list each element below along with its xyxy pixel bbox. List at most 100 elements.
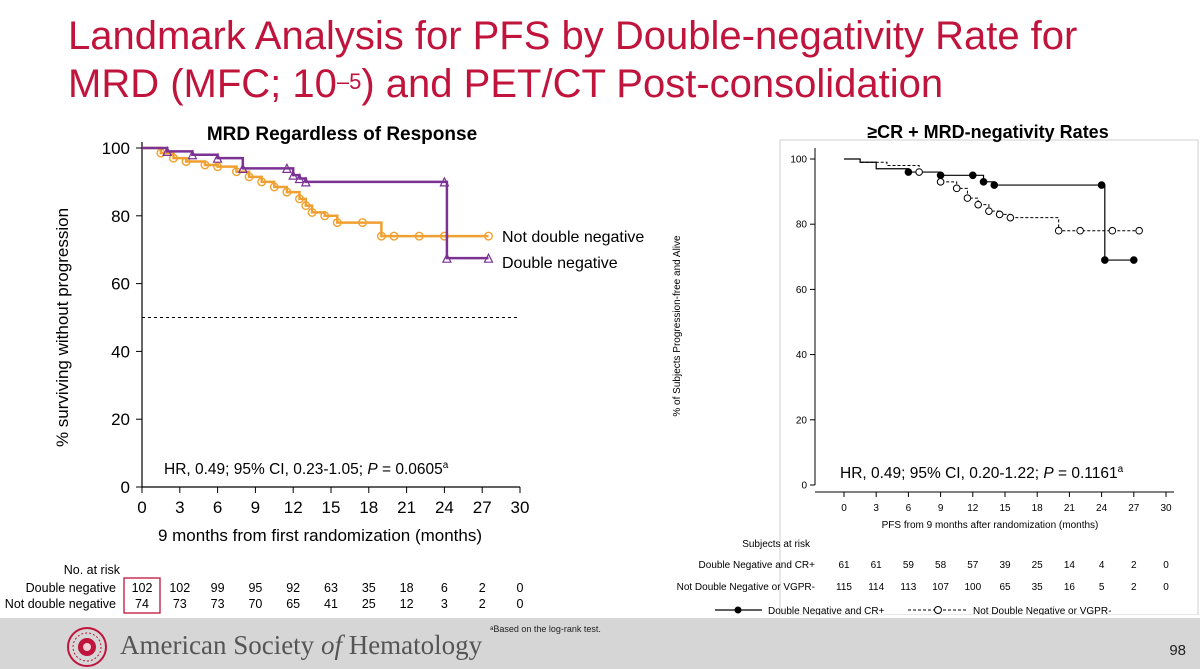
right-risk-value: 61 <box>838 560 850 571</box>
right-x-tick-label: 18 <box>1032 503 1044 514</box>
risk-value: 25 <box>362 597 376 611</box>
footer-bar: American Society of Hematology ᵃBased on… <box>0 618 1200 669</box>
left-y-tick-label: 0 <box>121 478 130 497</box>
right-y-tick-label: 100 <box>790 155 807 166</box>
risk-row-label: Double negative <box>26 581 116 595</box>
left-chart-title: MRD Regardless of Response <box>207 124 477 145</box>
censor-mark <box>1076 226 1084 235</box>
censor-mark <box>1054 226 1063 235</box>
censor-mark <box>301 201 311 211</box>
right-risk-value: 59 <box>903 560 915 571</box>
title-superscript: –5 <box>336 69 362 94</box>
left-y-tick-label: 100 <box>102 139 130 158</box>
censor-mark <box>414 231 424 241</box>
censor-mark <box>269 182 279 192</box>
right-y-tick-label: 0 <box>801 481 807 492</box>
left-x-tick-label: 15 <box>322 498 341 517</box>
right-x-tick-label: 21 <box>1064 503 1076 514</box>
risk-value: 70 <box>248 597 262 611</box>
censor-mark <box>963 194 972 202</box>
censor-mark <box>952 184 961 193</box>
risk-value: 73 <box>173 597 187 611</box>
right-risk-value: 14 <box>1064 560 1076 571</box>
risk-value: 35 <box>362 581 376 595</box>
right-y-tick-label: 40 <box>796 350 808 361</box>
risk-value: 102 <box>169 581 190 595</box>
right-x-tick-label: 30 <box>1160 503 1172 514</box>
risk-value: 2 <box>479 597 486 611</box>
right-risk-value: 2 <box>1131 560 1137 571</box>
risk-value: 92 <box>286 581 300 595</box>
censor-mark <box>389 231 399 241</box>
right-risk-value: 16 <box>1064 582 1076 593</box>
censor-mark <box>213 162 223 172</box>
right-risk-value: 115 <box>836 582 852 593</box>
right-risk-value: 100 <box>964 582 981 593</box>
right-risk-value: 61 <box>871 560 883 571</box>
right-x-tick-label: 0 <box>841 503 847 514</box>
risk-value: 0 <box>517 597 524 611</box>
right-y-axis-label: % of Subjects Progression-free and Alive <box>672 235 683 417</box>
left-km-chart: MRD Regardless of Response 0204060801000… <box>5 124 644 614</box>
risk-value: 18 <box>400 581 414 595</box>
series-label: Double negative <box>502 255 618 272</box>
risk-value: 6 <box>441 581 448 595</box>
censor-mark <box>974 200 982 209</box>
right-x-tick-label: 24 <box>1096 503 1108 514</box>
left-x-tick-label: 30 <box>511 498 530 517</box>
censor-mark <box>439 231 449 241</box>
right-x-tick-label: 27 <box>1128 503 1140 514</box>
right-chart-panel <box>779 139 1199 615</box>
right-risk-row-label: Not Double Negative or VGPR- <box>677 582 815 593</box>
risk-value: 12 <box>400 597 414 611</box>
legend-solid-marker <box>734 606 742 614</box>
right-risk-table-header: Subjects at risk <box>742 539 811 550</box>
censor-mark <box>990 181 999 189</box>
risk-value: 99 <box>211 581 225 595</box>
right-risk-value: 107 <box>932 582 949 593</box>
right-y-tick-label: 60 <box>796 285 808 296</box>
right-y-tick-label: 80 <box>796 220 808 231</box>
risk-value: 73 <box>211 597 225 611</box>
censor-mark <box>979 178 988 186</box>
right-risk-value: 25 <box>1032 560 1044 571</box>
right-x-tick-label: 12 <box>967 503 979 514</box>
censor-mark <box>1101 256 1109 264</box>
censor-mark <box>294 173 305 184</box>
series-label: Not double negative <box>502 229 644 246</box>
km-line-double-negative <box>142 146 489 260</box>
risk-value: 95 <box>248 581 262 595</box>
risk-value: 41 <box>324 597 338 611</box>
legend-open-marker <box>934 606 942 614</box>
left-y-tick-label: 20 <box>111 410 130 429</box>
censor-mark <box>307 207 317 217</box>
right-risk-value: 57 <box>967 560 979 571</box>
right-risk-value: 114 <box>868 582 884 593</box>
censor-mark <box>237 162 248 173</box>
left-x-tick-label: 18 <box>359 498 378 517</box>
left-x-tick-label: 3 <box>175 498 184 517</box>
left-x-tick-label: 27 <box>473 498 492 517</box>
left-y-tick-label: 60 <box>111 275 130 294</box>
risk-value: 65 <box>286 597 300 611</box>
right-chart-title: ≥CR + MRD-negativity Rates <box>867 122 1108 142</box>
right-x-tick-label: 3 <box>873 503 879 514</box>
page-number: 98 <box>1169 642 1186 659</box>
left-x-tick-label: 9 <box>251 498 260 517</box>
title-line-2-a: MRD (MFC; 10 <box>68 62 337 106</box>
right-risk-value: 2 <box>1131 582 1137 593</box>
censor-mark <box>1135 226 1143 235</box>
censor-mark <box>187 149 198 160</box>
right-risk-value: 5 <box>1099 582 1105 593</box>
censor-mark <box>244 172 254 182</box>
censor-mark <box>358 218 368 228</box>
right-risk-row-label: Double Negative and CR+ <box>699 560 816 571</box>
censor-mark <box>985 207 993 215</box>
censor-mark <box>439 176 450 187</box>
censor-mark <box>332 218 342 228</box>
right-km-chart: ≥CR + MRD-negativity Rates 0204060801000… <box>672 122 1199 615</box>
left-x-axis-label: 9 months from first randomization (month… <box>158 526 482 545</box>
censor-mark <box>168 153 178 163</box>
left-x-tick-label: 12 <box>284 498 303 517</box>
left-x-tick-label: 6 <box>213 498 222 517</box>
